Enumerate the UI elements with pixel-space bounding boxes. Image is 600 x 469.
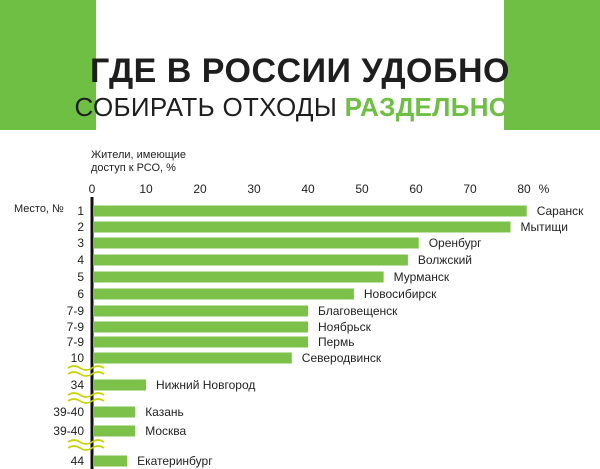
rank-label: 10 xyxy=(71,351,85,365)
x-axis-label: доступ к РСО, % xyxy=(91,162,176,174)
x-tick-label: 20 xyxy=(193,182,207,196)
rank-label: 1 xyxy=(77,204,84,218)
subtitle-prefix: СОБИРАТЬ ОТХОДЫ xyxy=(74,92,345,122)
rank-label: 39-40 xyxy=(53,424,84,438)
axis-break-mark xyxy=(67,371,105,377)
subtitle-accent: РАЗДЕЛЬНО? xyxy=(344,92,526,122)
rank-label: 39-40 xyxy=(53,405,84,419)
city-label: Казань xyxy=(145,405,184,419)
x-tick-label: 80 xyxy=(517,182,531,196)
x-tick-label: 30 xyxy=(247,182,261,196)
x-tick-label: 10 xyxy=(139,182,153,196)
page-title: ГДЕ В РОССИИ УДОБНО xyxy=(90,52,510,90)
rank-label: 3 xyxy=(77,236,84,250)
rank-label: 7-9 xyxy=(67,320,85,334)
bar xyxy=(93,352,292,364)
x-tick-label: 0 xyxy=(89,182,96,196)
bar xyxy=(93,221,511,233)
bar xyxy=(93,288,354,300)
city-label: Благовещенск xyxy=(318,304,398,318)
axis-break-mark xyxy=(67,398,105,404)
bar xyxy=(93,254,408,266)
bar xyxy=(93,237,419,249)
city-label: Нижний Новгород xyxy=(156,378,255,392)
rank-label: 5 xyxy=(77,270,84,284)
bar xyxy=(93,205,527,217)
city-label: Саранск xyxy=(537,204,584,218)
x-tick-label: 50 xyxy=(355,182,369,196)
rank-label: 44 xyxy=(71,454,85,468)
city-label: Новосибирск xyxy=(364,287,437,301)
axis-break-mark xyxy=(67,392,105,398)
city-label: Мурманск xyxy=(394,270,450,284)
rank-label: 2 xyxy=(77,220,84,234)
bar xyxy=(93,406,136,418)
city-label: Северодвинск xyxy=(302,351,382,365)
rank-label: 7-9 xyxy=(67,335,85,349)
rank-label: 7-9 xyxy=(67,304,85,318)
decor-green-block-left xyxy=(0,0,96,130)
x-tick-label: 60 xyxy=(409,182,423,196)
bar xyxy=(93,379,146,391)
bar xyxy=(93,455,128,467)
city-label: Мытищи xyxy=(521,220,568,234)
axis-break-mark xyxy=(67,365,105,371)
city-label: Ноябрьск xyxy=(318,320,372,334)
x-tick-label: 40 xyxy=(301,182,315,196)
bar xyxy=(93,305,308,317)
page-subtitle: СОБИРАТЬ ОТХОДЫ РАЗДЕЛЬНО? xyxy=(0,92,600,123)
decor-green-block-right xyxy=(504,0,600,130)
bar xyxy=(93,271,384,283)
rank-label: 6 xyxy=(77,287,84,301)
bar xyxy=(93,336,308,348)
rank-label: 34 xyxy=(71,378,85,392)
city-label: Волжский xyxy=(418,253,472,267)
axis-break-mark xyxy=(67,439,105,445)
axis-break-mark xyxy=(67,445,105,451)
x-unit-label: % xyxy=(539,182,550,196)
city-label: Екатеринбург xyxy=(137,454,213,468)
bar xyxy=(93,321,308,333)
city-label: Оренбург xyxy=(429,236,482,250)
y-axis-label: Место, № xyxy=(14,203,64,215)
x-tick-label: 70 xyxy=(463,182,477,196)
bar xyxy=(93,425,136,437)
city-label: Пермь xyxy=(318,335,354,349)
rank-label: 4 xyxy=(77,253,84,267)
city-label: Москва xyxy=(145,424,186,438)
x-axis-label: Жители, имеющие xyxy=(91,149,186,161)
